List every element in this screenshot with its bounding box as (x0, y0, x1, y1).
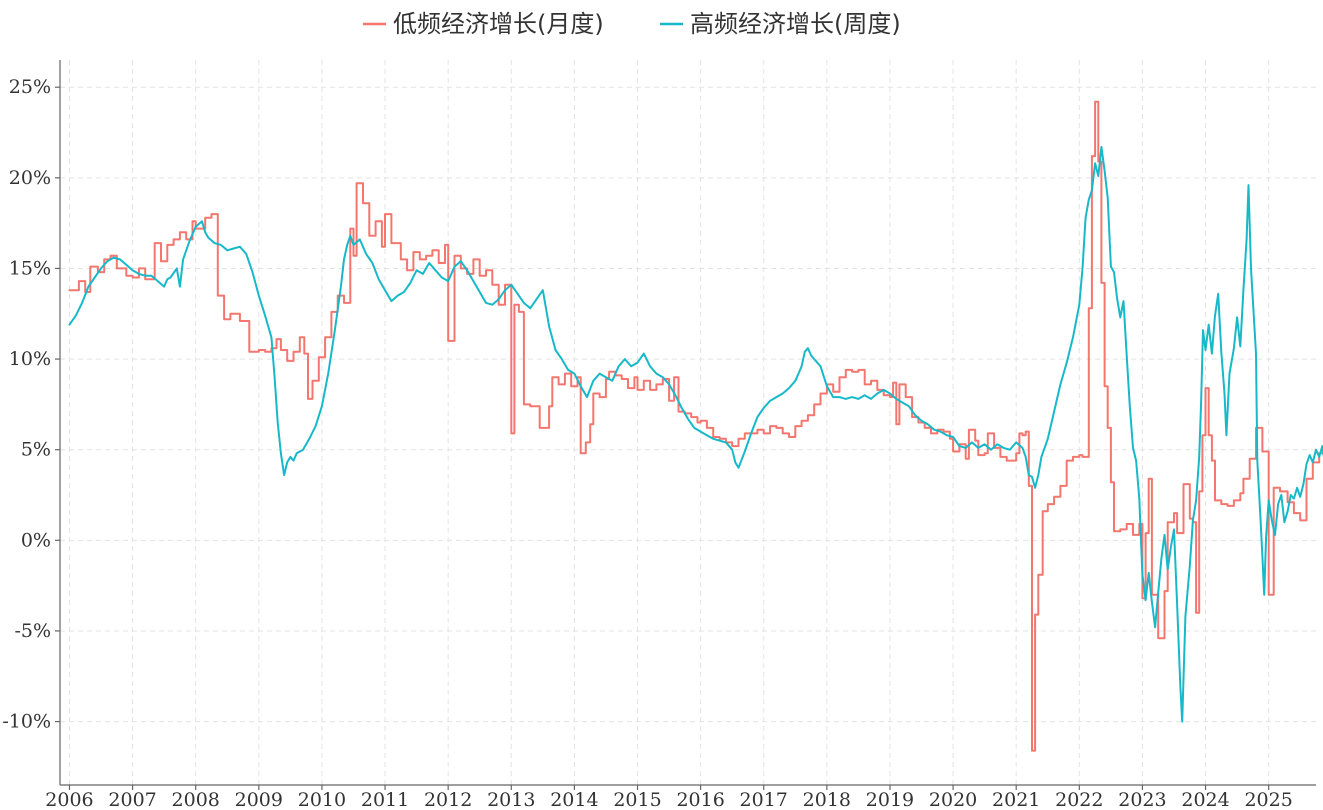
legend: 低频经济增长(月度) 高频经济增长(周度) (363, 10, 901, 38)
y-tick-label: 5% (21, 439, 51, 461)
series-line-high-frequency (68, 146, 1323, 723)
x-tick-label: 2019 (866, 789, 914, 810)
x-tick-label: 2014 (550, 789, 598, 810)
x-tick-label: 2008 (172, 789, 220, 810)
x-tick-label: 2017 (740, 789, 788, 810)
x-tick-label: 2023 (1118, 789, 1166, 810)
y-tick-label: 0% (21, 529, 51, 551)
x-axis-tick-labels: 2006 2007 2008 2009 2010 2011 2012 2013 2014 2015… (45, 789, 1293, 810)
x-tick-label: 2024 (1181, 789, 1229, 810)
y-tick-label: -5% (14, 620, 51, 642)
x-tick-label: 2013 (487, 789, 535, 810)
axes (55, 60, 1316, 790)
x-tick-label: 2011 (361, 789, 409, 810)
y-tick-label: 25% (9, 76, 51, 98)
x-tick-label: 2022 (1055, 789, 1103, 810)
legend-label-high-frequency: 高频经济增长(周度) (690, 10, 901, 38)
series-line-low-frequency (68, 100, 1323, 752)
y-tick-label: 15% (9, 257, 51, 279)
y-tick-label: 20% (9, 167, 51, 189)
x-tick-label: 2012 (424, 789, 472, 810)
y-tick-label: 10% (9, 348, 51, 370)
x-tick-label: 2010 (298, 789, 346, 810)
gridlines (60, 60, 1316, 785)
y-axis-tick-labels: -10% -5% 0% 5% 10% 15% 20% 25% (2, 76, 51, 732)
x-tick-label: 2021 (992, 789, 1040, 810)
x-tick-label: 2025 (1244, 789, 1292, 810)
x-tick-label: 2015 (613, 789, 661, 810)
x-tick-label: 2018 (803, 789, 851, 810)
x-tick-label: 2016 (676, 789, 724, 810)
x-tick-label: 2006 (45, 789, 93, 810)
series-layer (68, 100, 1323, 752)
y-tick-label: -10% (2, 711, 51, 733)
legend-label-low-frequency: 低频经济增长(月度) (393, 10, 604, 38)
x-tick-label: 2007 (108, 789, 156, 810)
x-tick-label: 2009 (235, 789, 283, 810)
x-tick-label: 2020 (929, 789, 977, 810)
